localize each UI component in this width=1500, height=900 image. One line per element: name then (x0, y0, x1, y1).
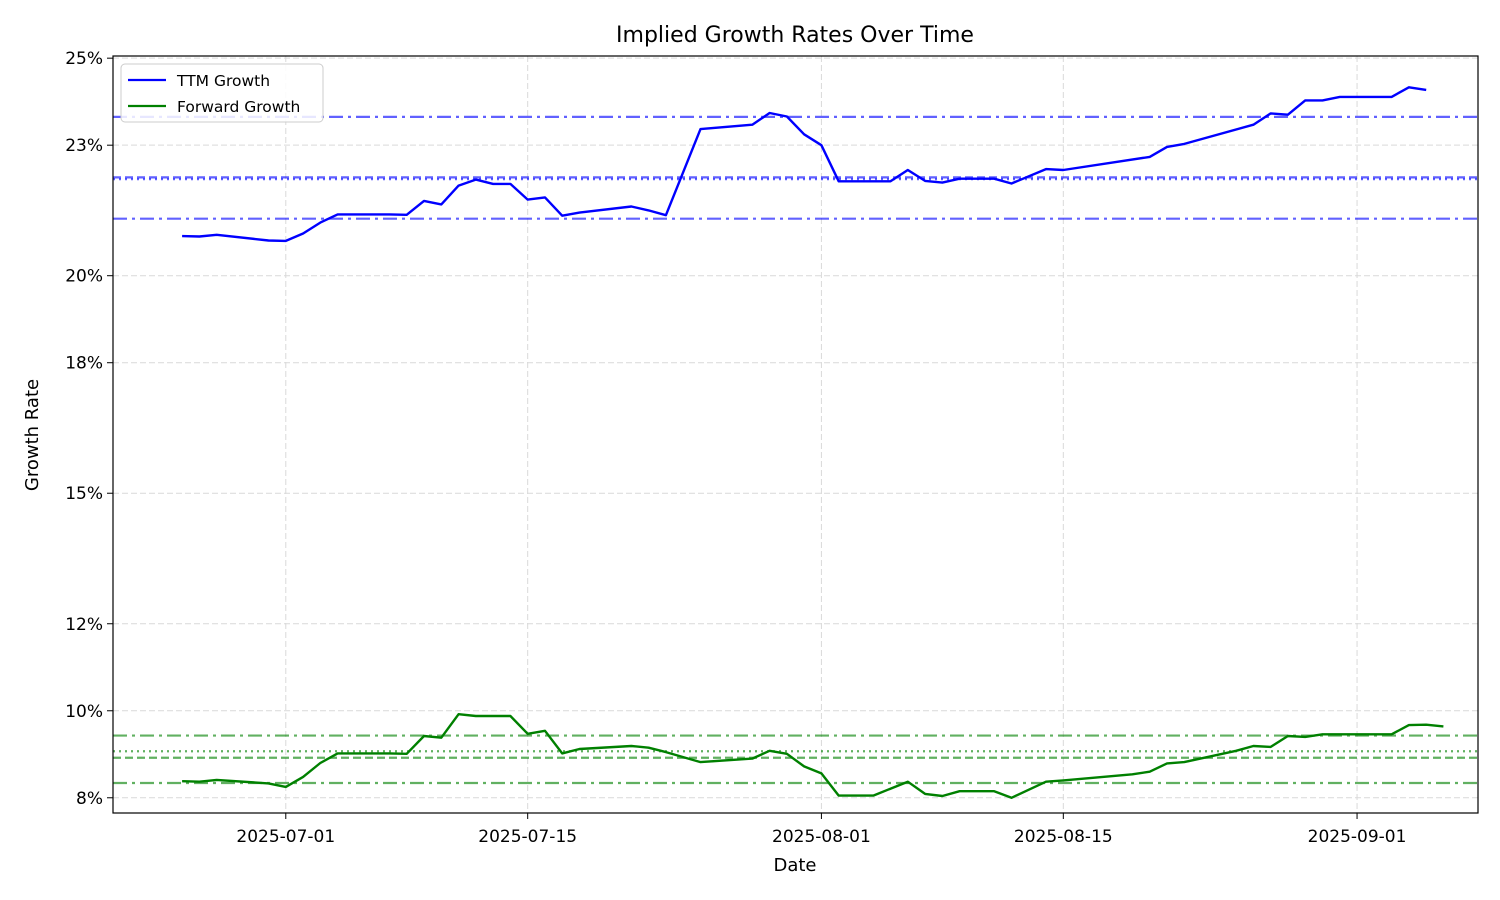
legend-label-forward: Forward Growth (177, 98, 300, 116)
series-line-ttm-growth (182, 86, 1427, 243)
y-tick-label: 20% (65, 267, 103, 287)
y-tick-label: 15% (65, 484, 103, 504)
y-tick-label: 23% (65, 136, 103, 156)
series-line-forward-growth (182, 713, 1444, 799)
legend-box (120, 63, 324, 123)
y-tick-label: 18% (65, 354, 103, 374)
y-tick-label: 12% (65, 615, 103, 635)
reference-lines (113, 115, 1478, 785)
x-tick-label: 2025-08-01 (772, 827, 871, 847)
legend: TTM Growth Forward Growth (120, 63, 324, 123)
y-tick-label: 25% (65, 49, 103, 69)
x-axis: 2025-07-01 2025-07-15 2025-08-01 2025-08-15… (236, 813, 1406, 847)
x-axis-label: Date (773, 855, 816, 876)
y-tick-label: 10% (65, 702, 103, 722)
series-lines (182, 86, 1444, 799)
plot-frame (112, 55, 1479, 814)
grid (113, 56, 1478, 813)
x-tick-label: 2025-07-01 (236, 827, 335, 847)
x-tick-label: 2025-09-01 (1308, 827, 1407, 847)
x-tick-label: 2025-08-15 (1014, 827, 1113, 847)
chart-title: Implied Growth Rates Over Time (616, 23, 974, 48)
y-axis-label: Growth Rate (22, 379, 43, 491)
y-axis: 8% 10% 12% 15% 18% 20% 23% 25% (65, 49, 113, 809)
x-tick-label: 2025-07-15 (478, 827, 577, 847)
legend-label-ttm: TTM Growth (176, 72, 270, 90)
y-tick-label: 8% (76, 789, 103, 809)
